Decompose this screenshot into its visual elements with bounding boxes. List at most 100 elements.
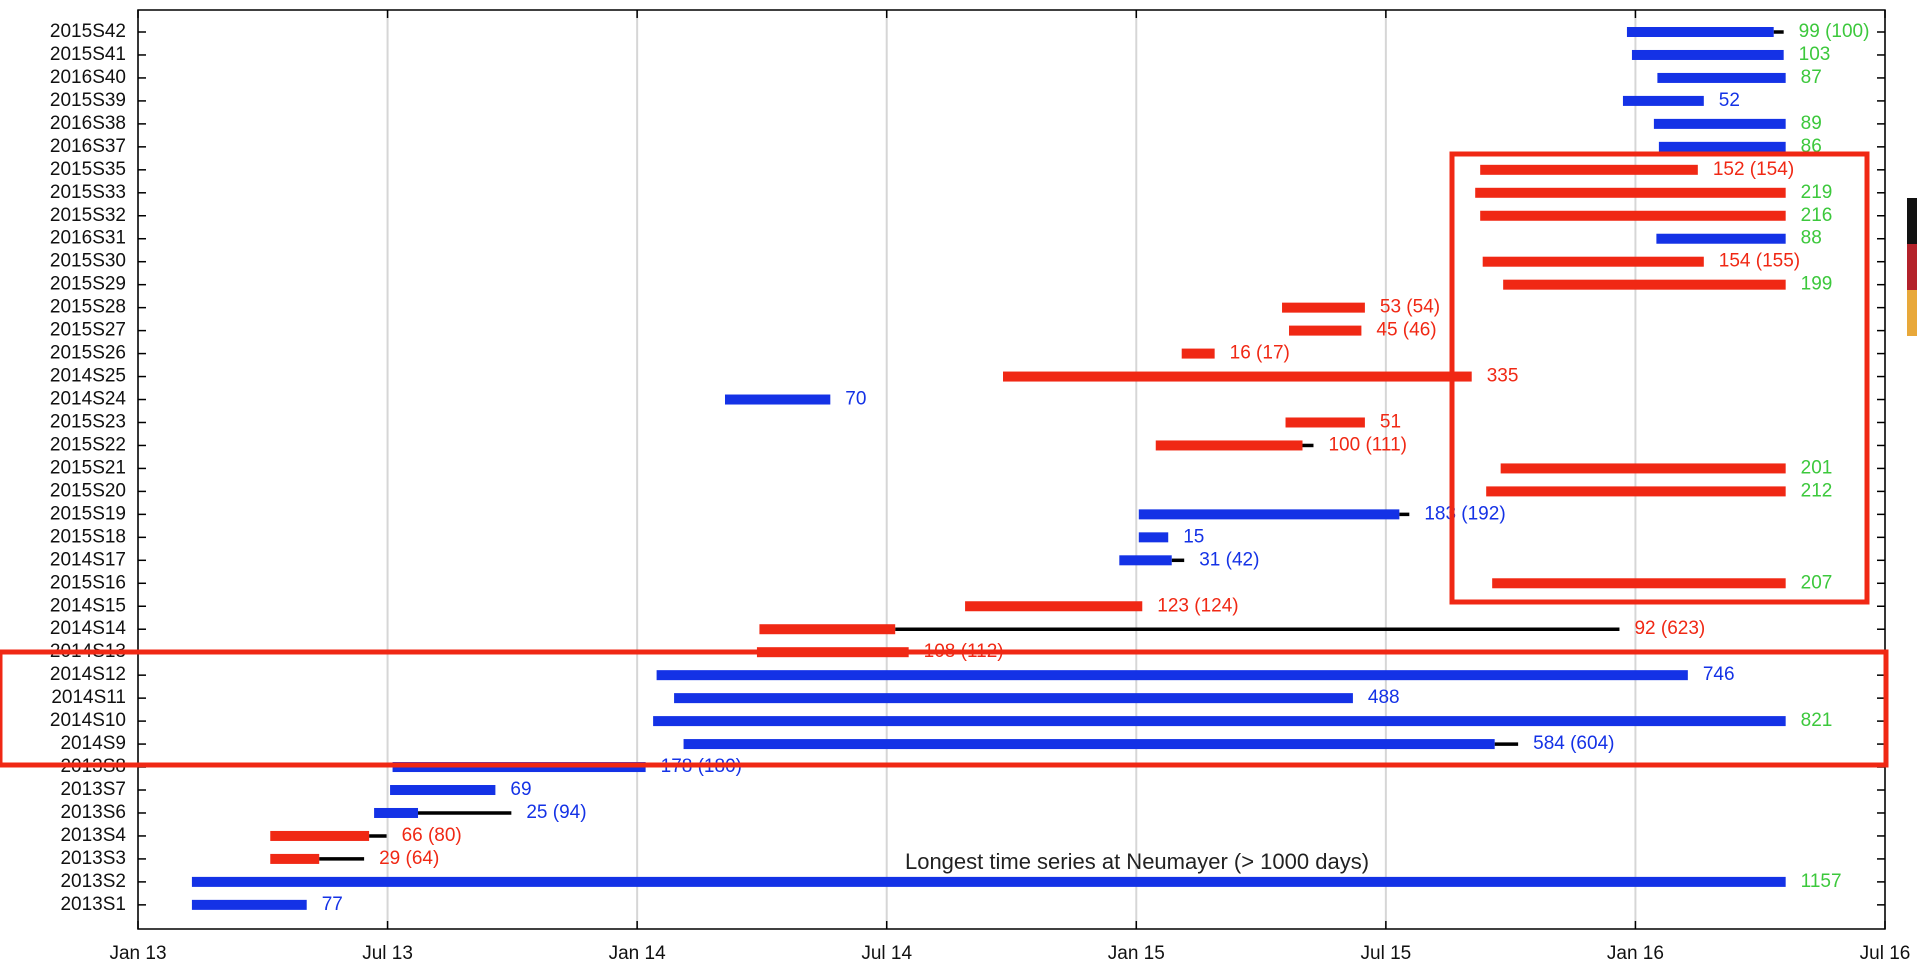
bar [674, 693, 1353, 704]
value-label: 219 [1801, 182, 1833, 203]
bar [1155, 440, 1303, 451]
y-tick-label: 2013S4 [60, 825, 126, 846]
value-label: 152 (154) [1713, 159, 1794, 180]
x-tick-label: Jul 15 [1361, 943, 1412, 964]
y-tick-label: 2015S35 [50, 159, 126, 180]
value-label: 216 [1801, 205, 1833, 226]
x-tick-label: Jul 14 [861, 943, 912, 964]
bar [1282, 302, 1365, 313]
value-label: 70 [845, 389, 866, 410]
bar [1492, 578, 1786, 589]
grid-layer: Jan 13 Jul 13 Jan 14 Jul 14 Jan 15 Jul 15 Jan … [109, 10, 1910, 964]
bar [656, 670, 1688, 681]
value-label: 103 [1799, 44, 1831, 65]
annotation: Longest time series at Neumayer (> 1000 … [905, 849, 1369, 874]
bar [759, 624, 896, 635]
y-tick-label: 2016S31 [50, 228, 126, 249]
y-tick-label: 2014S10 [50, 710, 126, 731]
y-tick-label: 2016S40 [50, 67, 126, 88]
bar [1480, 210, 1786, 221]
highlight-box [0, 649, 1889, 768]
bar [1138, 532, 1169, 543]
bar [1003, 371, 1472, 382]
value-label: 821 [1801, 710, 1833, 731]
y-tick-label: 2015S30 [50, 251, 126, 272]
bar [390, 785, 496, 796]
value-label: 92 (623) [1634, 618, 1705, 639]
plot-frame [137, 9, 1886, 930]
value-label: 66 (80) [402, 825, 462, 846]
value-label: 335 [1487, 366, 1519, 387]
y-tick-label: 2013S1 [60, 894, 126, 915]
bar [270, 853, 320, 864]
value-label: 89 [1801, 113, 1822, 134]
bar [683, 739, 1495, 750]
bar [1285, 417, 1365, 428]
bar [270, 830, 370, 841]
y-tick-label: 2015S20 [50, 480, 126, 501]
y-tick-label: 2015S32 [50, 205, 126, 226]
y-tick-label: 2014S12 [50, 664, 126, 685]
y-tick-label: 2014S17 [50, 549, 126, 570]
value-label: 99 (100) [1799, 21, 1870, 42]
y-tick-label: 2015S28 [50, 297, 126, 318]
bar [1622, 95, 1704, 106]
bar [724, 394, 831, 405]
value-label: 207 [1801, 572, 1833, 593]
value-label: 87 [1801, 67, 1822, 88]
bar [1503, 279, 1786, 290]
bar [1475, 187, 1786, 198]
y-tick-label: 2014S15 [50, 595, 126, 616]
value-label: 16 (17) [1230, 343, 1290, 364]
bar [1486, 486, 1786, 497]
y-tick-label: 2013S6 [60, 802, 126, 823]
x-tick-label: Jul 16 [1860, 943, 1911, 964]
y-tick-label: 2015S22 [50, 434, 126, 455]
x-tick-label: Jul 13 [362, 943, 413, 964]
y-tick-label: 2015S16 [50, 572, 126, 593]
x-tick-label: Jan 15 [1108, 943, 1165, 964]
bar [1658, 141, 1786, 152]
value-label: 25 (94) [526, 802, 586, 823]
value-label: 1157 [1801, 871, 1842, 892]
value-label: 201 [1801, 457, 1833, 478]
y-tick-label: 2013S7 [60, 779, 126, 800]
y-tick-label: 2015S19 [50, 503, 126, 524]
y-tick-label: 2015S18 [50, 526, 126, 547]
flag-band [1907, 244, 1917, 290]
y-tick-label: 2016S38 [50, 113, 126, 134]
x-tick-label: Jan 16 [1607, 943, 1664, 964]
value-label: 183 (192) [1424, 503, 1505, 524]
value-label: 77 [322, 894, 343, 915]
y-tick-label: 2013S3 [60, 848, 126, 869]
value-label: 212 [1801, 480, 1833, 501]
value-label: 488 [1368, 687, 1400, 708]
value-label: 746 [1703, 664, 1735, 685]
y-tick-label: 2014S9 [60, 733, 126, 754]
bar [1656, 233, 1786, 244]
y-tick-label: 2015S21 [50, 457, 126, 478]
x-tick-label: Jan 14 [609, 943, 666, 964]
value-label: 154 (155) [1719, 251, 1800, 272]
value-label: 52 [1719, 90, 1740, 111]
value-label: 123 (124) [1157, 595, 1238, 616]
bar [1626, 27, 1774, 37]
flag-band [1907, 198, 1917, 244]
y-tick-label: 2014S25 [50, 366, 126, 387]
bar [1480, 164, 1698, 175]
flag-band [1907, 290, 1917, 336]
y-tick-label: 2015S23 [50, 412, 126, 433]
bar [1181, 348, 1215, 359]
value-label: 584 (604) [1533, 733, 1614, 754]
y-tick-label: 2013S2 [60, 871, 126, 892]
bar [1138, 509, 1400, 520]
value-label: 100 (111) [1328, 434, 1407, 455]
bar [1482, 256, 1704, 267]
value-label: 29 (64) [379, 848, 439, 869]
bar [191, 876, 1786, 887]
value-label: 53 (54) [1380, 297, 1440, 318]
y-tick-label: 2014S24 [50, 389, 127, 410]
bar [1653, 118, 1786, 129]
y-tick-label: 2015S42 [50, 21, 126, 42]
